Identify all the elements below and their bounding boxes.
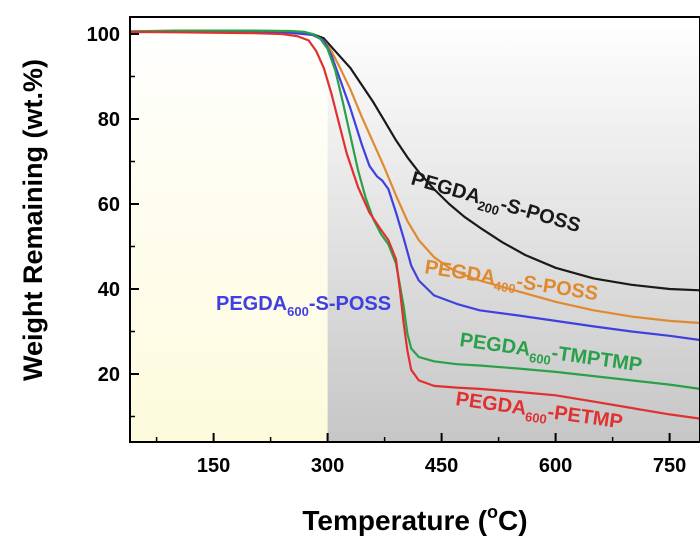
x-axis-title-tail: C) — [498, 505, 528, 536]
y-tick-label: 20 — [98, 364, 120, 386]
plot-frame — [129, 16, 700, 443]
region-above-300 — [327, 17, 700, 442]
x-axis-title: Temperature (oC) — [302, 502, 527, 536]
series-line-pegda600-tmptmp — [128, 29, 700, 390]
axis-ticks: 150 300 450 600 750 20 40 60 80 100 — [87, 24, 687, 477]
series-line-pegda600-petmp — [128, 30, 700, 420]
x-axis-title-degree: o — [487, 502, 498, 522]
y-tick-label: 100 — [87, 24, 120, 46]
x-tick-label: 150 — [197, 455, 230, 477]
region-below-300 — [130, 17, 328, 442]
y-tick-label: 60 — [98, 194, 120, 216]
x-tick-label: 300 — [311, 455, 344, 477]
x-tick-label: 750 — [653, 455, 686, 477]
x-axis-title-main: Temperature ( — [302, 505, 487, 536]
y-tick-label: 80 — [98, 109, 120, 131]
series-lines — [128, 29, 700, 420]
x-tick-label: 600 — [539, 455, 572, 477]
series-label-pegda600-s-poss: PEGDA600-S-POSS — [216, 293, 391, 319]
y-tick-label: 40 — [98, 279, 120, 301]
shaded-regions — [130, 17, 700, 442]
y-axis-title: Weight Remaining (wt.%) — [18, 59, 48, 381]
x-tick-label: 450 — [425, 455, 458, 477]
